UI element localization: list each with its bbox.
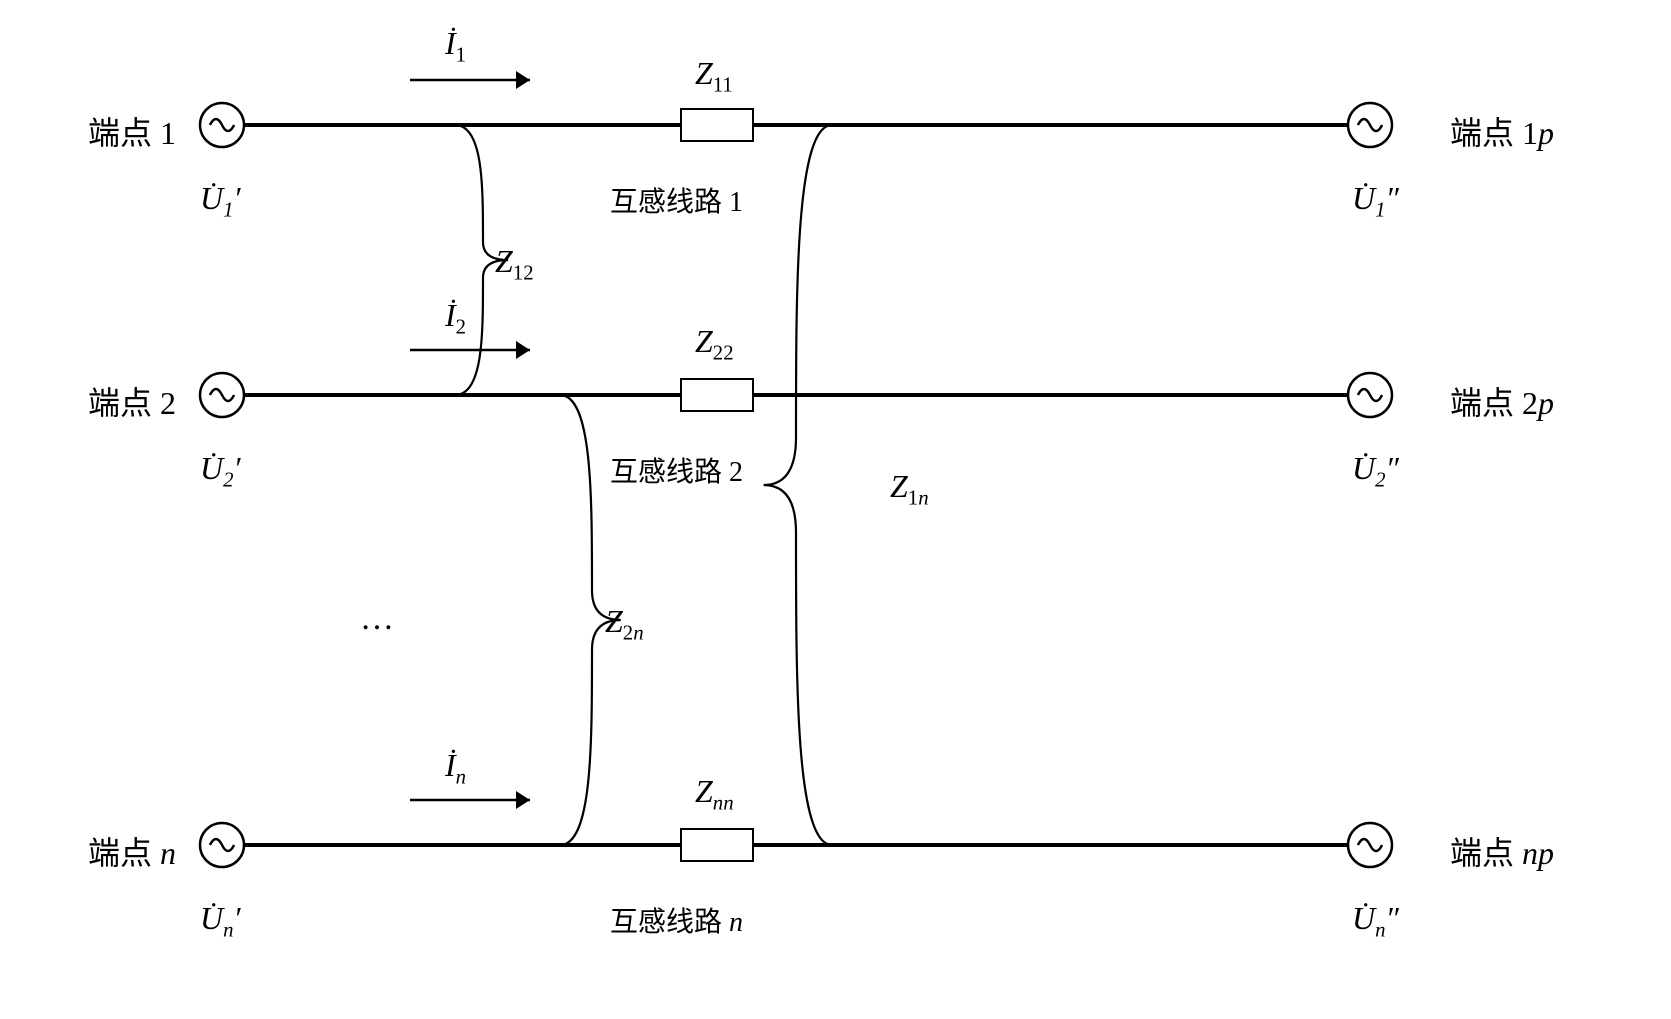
diagram-container: 端点 1 端点 2 端点 n 端点 1p 端点 2p 端点 np U̇1′ U̇… — [0, 0, 1671, 1014]
in-label: İn — [445, 747, 466, 789]
terminal-np-right-label: 端点 np — [1450, 828, 1554, 874]
u1-prime-label: U̇1′ — [200, 180, 241, 222]
u2-dprime-label: U̇2″ — [1352, 450, 1399, 492]
un-prime-label: U̇n′ — [200, 900, 241, 942]
terminal-n-left-label: 端点 n — [88, 828, 176, 874]
terminal-2p-right-label: 端点 2p — [1450, 378, 1554, 424]
mutual-line-1-label: 互感线路 1 — [610, 180, 743, 220]
z2n-label: Z2n — [605, 603, 644, 645]
ellipsis: … — [360, 600, 394, 638]
i1-label: İ1 — [445, 25, 466, 67]
z12-label: Z12 — [495, 243, 534, 285]
diagram-svg — [0, 0, 1671, 1014]
z11-label: Z11 — [695, 55, 733, 97]
z22-label: Z22 — [695, 323, 734, 365]
mutual-line-2-label: 互感线路 2 — [610, 450, 743, 490]
z1n-label: Z1n — [890, 468, 929, 510]
terminal-1p-right-label: 端点 1p — [1450, 108, 1554, 154]
u2-prime-label: U̇2′ — [200, 450, 241, 492]
mutual-line-n-label: 互感线路 n — [610, 900, 743, 940]
terminal-2-left-label: 端点 2 — [88, 378, 176, 424]
un-dprime-label: U̇n″ — [1352, 900, 1399, 942]
u1-dprime-label: U̇1″ — [1352, 180, 1399, 222]
znn-label: Znn — [695, 773, 734, 815]
terminal-1-left-label: 端点 1 — [88, 108, 176, 154]
i2-label: İ2 — [445, 297, 466, 339]
